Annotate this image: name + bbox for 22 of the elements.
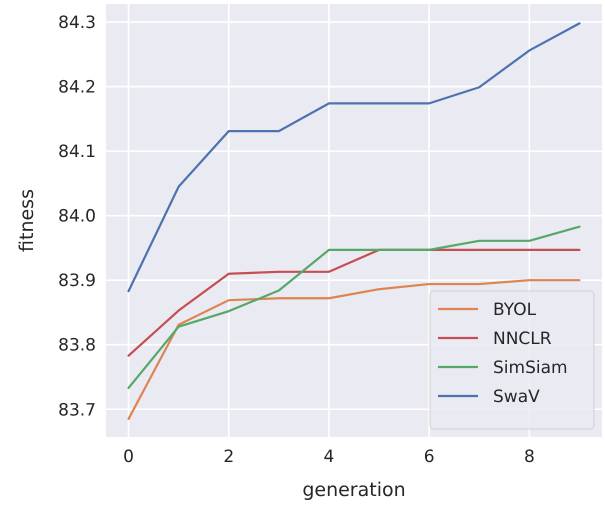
y-tick-label: 84.3 [58, 13, 96, 34]
y-axis-title: fitness [16, 189, 38, 252]
x-tick-label: 8 [524, 447, 535, 467]
y-tick-label: 84.2 [58, 78, 96, 98]
y-tick-label: 83.8 [58, 336, 96, 356]
x-axis-title: generation [302, 479, 406, 501]
x-tick-label: 6 [424, 447, 435, 467]
legend-label: BYOL [493, 300, 537, 320]
line-series [127, 279, 581, 420]
y-tick-label: 84.1 [58, 142, 96, 162]
x-tick-label: 4 [324, 447, 334, 467]
legend-label: SwaV [493, 387, 540, 407]
x-tick-label: 0 [123, 447, 134, 467]
y-tick-label: 83.9 [58, 271, 96, 292]
legend-label: SimSiam [493, 358, 568, 378]
x-tick-label: 2 [223, 447, 234, 467]
legend-label: NNCLR [493, 329, 552, 349]
y-tick-label: 83.7 [58, 400, 96, 420]
line-series [127, 226, 581, 390]
line-series [127, 22, 581, 292]
line-series [127, 248, 581, 357]
y-tick-label: 84.0 [58, 206, 96, 227]
